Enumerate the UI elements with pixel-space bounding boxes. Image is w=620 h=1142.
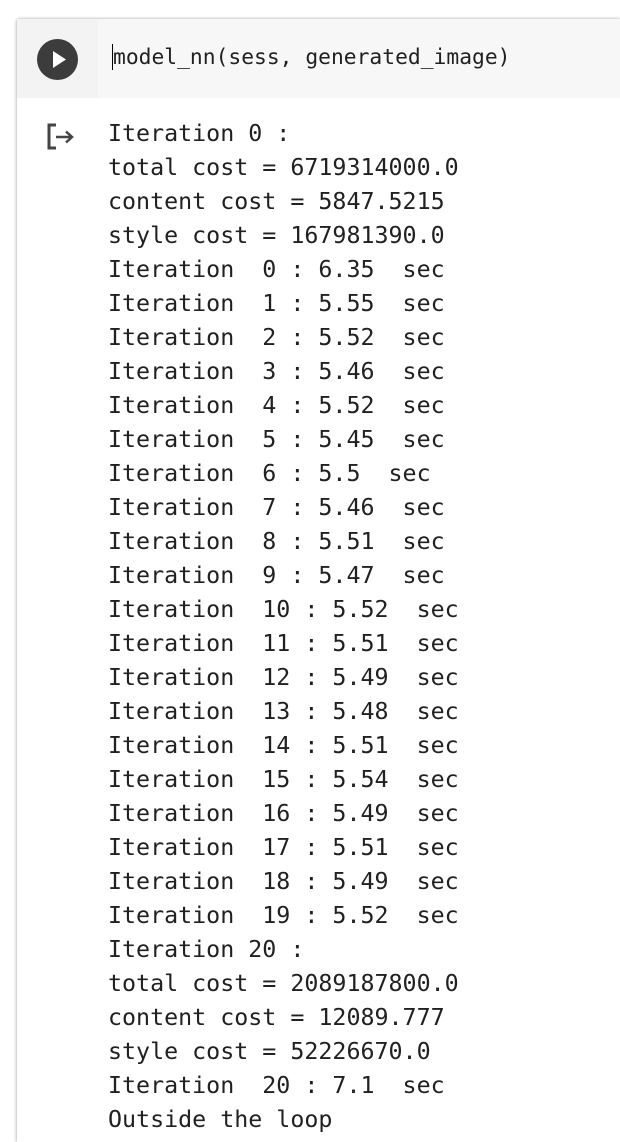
output-line: Iteration 0 : 6.35 sec [108, 256, 445, 283]
code-editor[interactable]: model_nn(sess, generated_image) [98, 19, 620, 98]
output-line: Iteration 8 : 5.51 sec [108, 528, 445, 555]
output-line: Iteration 3 : 5.46 sec [108, 358, 445, 385]
output-line: Iteration 20 : 7.1 sec [108, 1072, 445, 1099]
output-line: style cost = 167981390.0 [108, 222, 445, 249]
output-line: Iteration 4 : 5.52 sec [108, 392, 445, 419]
output-line: Iteration 9 : 5.47 sec [108, 562, 445, 589]
output-line: Outside the loop [108, 1106, 333, 1133]
play-icon [53, 51, 66, 68]
output-line: content cost = 12089.777 [108, 1004, 445, 1031]
output-line: Iteration 0 : [108, 120, 291, 147]
code-cell[interactable]: model_nn(sess, generated_image) Iteratio… [17, 19, 620, 1142]
output-line: total cost = 2089187800.0 [108, 970, 459, 997]
output-line: Iteration 1 : 5.55 sec [108, 290, 445, 317]
output-line: Iteration 15 : 5.54 sec [108, 766, 459, 793]
output-line: Iteration 14 : 5.51 sec [108, 732, 459, 759]
output-line: style cost = 52226670.0 [108, 1038, 431, 1065]
code-line[interactable]: model_nn(sess, generated_image) [113, 45, 511, 70]
output-redirect-icon[interactable] [45, 121, 79, 151]
cell-gutter [17, 19, 98, 98]
output-line: content cost = 5847.5215 [108, 188, 445, 215]
output-line: Iteration 19 : 5.52 sec [108, 902, 459, 929]
run-cell-button[interactable] [37, 39, 78, 80]
output-line: Iteration 6 : 5.5 sec [108, 460, 431, 487]
output-line: Iteration 12 : 5.49 sec [108, 664, 459, 691]
output-line: Iteration 10 : 5.52 sec [108, 596, 459, 623]
cell-input-row: model_nn(sess, generated_image) [17, 19, 620, 98]
output-line: Iteration 2 : 5.52 sec [108, 324, 445, 351]
output-line: total cost = 6719314000.0 [108, 154, 459, 181]
output-line: Iteration 11 : 5.51 sec [108, 630, 459, 657]
cell-output: Iteration 0 : total cost = 6719314000.0 co… [108, 117, 618, 1137]
output-line: Iteration 20 : [108, 936, 305, 963]
output-line: Iteration 5 : 5.45 sec [108, 426, 445, 453]
text-cursor [112, 44, 113, 70]
output-line: Iteration 18 : 5.49 sec [108, 868, 459, 895]
output-line: Iteration 16 : 5.49 sec [108, 800, 459, 827]
output-line: Iteration 13 : 5.48 sec [108, 698, 459, 725]
output-line: Iteration 17 : 5.51 sec [108, 834, 459, 861]
output-line: Iteration 7 : 5.46 sec [108, 494, 445, 521]
